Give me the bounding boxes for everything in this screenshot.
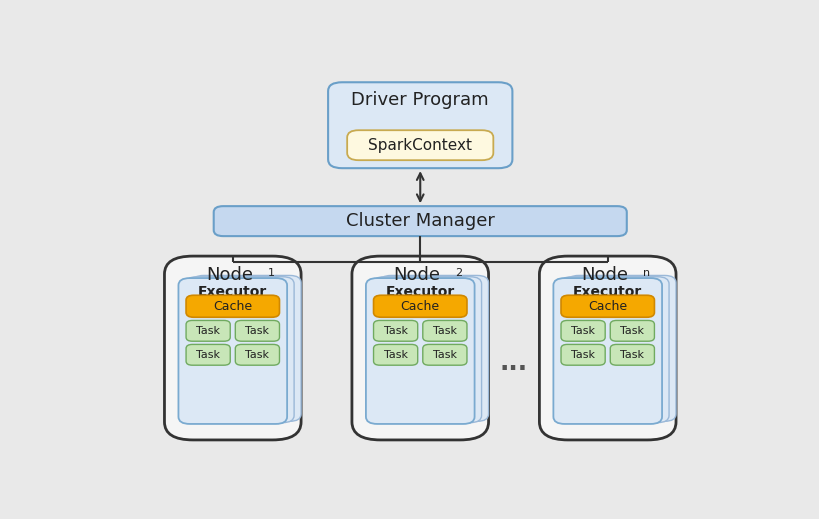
FancyBboxPatch shape bbox=[351, 256, 488, 440]
Text: ...: ... bbox=[500, 351, 527, 375]
FancyBboxPatch shape bbox=[373, 345, 417, 365]
Text: n: n bbox=[642, 268, 649, 279]
Text: Cache: Cache bbox=[213, 300, 252, 313]
Text: Node: Node bbox=[393, 266, 440, 284]
Text: Executor: Executor bbox=[572, 285, 641, 299]
FancyBboxPatch shape bbox=[373, 320, 417, 341]
FancyBboxPatch shape bbox=[553, 278, 661, 424]
Text: Task: Task bbox=[432, 350, 456, 360]
Text: Cache: Cache bbox=[587, 300, 627, 313]
FancyBboxPatch shape bbox=[186, 295, 279, 317]
FancyBboxPatch shape bbox=[186, 345, 230, 365]
Text: Task: Task bbox=[383, 326, 407, 336]
Text: 1: 1 bbox=[267, 268, 274, 279]
Text: Task: Task bbox=[245, 326, 269, 336]
FancyBboxPatch shape bbox=[609, 320, 654, 341]
FancyBboxPatch shape bbox=[539, 256, 675, 440]
Text: Task: Task bbox=[245, 350, 269, 360]
FancyBboxPatch shape bbox=[192, 276, 301, 421]
Text: Executor: Executor bbox=[385, 285, 455, 299]
Text: Task: Task bbox=[620, 350, 644, 360]
FancyBboxPatch shape bbox=[373, 295, 466, 317]
FancyBboxPatch shape bbox=[165, 256, 301, 440]
Text: Task: Task bbox=[196, 350, 219, 360]
FancyBboxPatch shape bbox=[560, 295, 654, 317]
Text: Cache: Cache bbox=[400, 300, 439, 313]
Text: Node: Node bbox=[206, 266, 253, 284]
Text: Cluster Manager: Cluster Manager bbox=[346, 212, 494, 230]
Text: SparkContext: SparkContext bbox=[368, 138, 472, 153]
Text: 2: 2 bbox=[455, 268, 462, 279]
Text: Task: Task bbox=[383, 350, 407, 360]
FancyBboxPatch shape bbox=[179, 278, 287, 424]
FancyBboxPatch shape bbox=[235, 320, 279, 341]
FancyBboxPatch shape bbox=[379, 276, 488, 421]
FancyBboxPatch shape bbox=[186, 320, 230, 341]
FancyBboxPatch shape bbox=[559, 277, 668, 422]
Text: Driver Program: Driver Program bbox=[351, 91, 488, 109]
Text: Executor: Executor bbox=[198, 285, 267, 299]
FancyBboxPatch shape bbox=[185, 277, 294, 422]
FancyBboxPatch shape bbox=[373, 277, 481, 422]
Text: Task: Task bbox=[432, 326, 456, 336]
FancyBboxPatch shape bbox=[609, 345, 654, 365]
FancyBboxPatch shape bbox=[567, 276, 675, 421]
Text: Task: Task bbox=[196, 326, 219, 336]
FancyBboxPatch shape bbox=[346, 130, 493, 160]
Text: Task: Task bbox=[620, 326, 644, 336]
FancyBboxPatch shape bbox=[235, 345, 279, 365]
FancyBboxPatch shape bbox=[365, 278, 474, 424]
Text: Task: Task bbox=[570, 350, 595, 360]
Text: Node: Node bbox=[581, 266, 627, 284]
FancyBboxPatch shape bbox=[423, 345, 466, 365]
FancyBboxPatch shape bbox=[328, 83, 512, 168]
FancyBboxPatch shape bbox=[423, 320, 466, 341]
FancyBboxPatch shape bbox=[560, 320, 604, 341]
FancyBboxPatch shape bbox=[560, 345, 604, 365]
Text: Task: Task bbox=[570, 326, 595, 336]
FancyBboxPatch shape bbox=[214, 206, 626, 236]
